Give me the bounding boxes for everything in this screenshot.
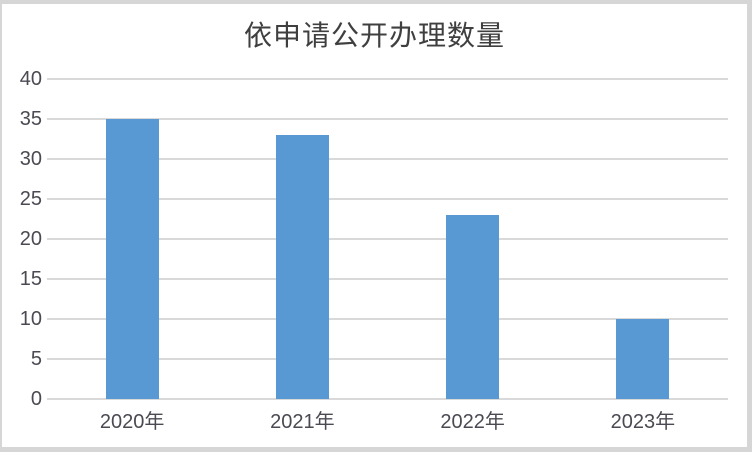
gridline [47, 278, 728, 280]
x-axis-tick-label: 2021年 [270, 411, 335, 433]
x-axis-line [47, 398, 728, 400]
gridline [47, 198, 728, 200]
bar-2021年 [275, 135, 329, 399]
gridline [47, 118, 728, 120]
y-axis-tick-label: 10 [19, 308, 42, 330]
gridline [47, 158, 728, 160]
gridline [47, 78, 728, 80]
plot-area: 0 5 10 15 20 25 30 35 40 2020年 2021年 2022年 2023年 [20, 69, 728, 433]
bar-2022年 [446, 215, 500, 399]
x-axis-tick-label: 2023年 [610, 411, 676, 433]
bar-2023年 [616, 319, 670, 399]
chart-title: 依申请公开办理数量 [243, 21, 505, 52]
gridline [47, 318, 728, 320]
y-axis-tick-label: 5 [30, 348, 42, 370]
y-axis-tick-label: 30 [19, 148, 42, 170]
y-axis-tick-label: 15 [19, 268, 42, 290]
y-axis-tick-label: 0 [30, 388, 42, 410]
bar-2020年 [105, 119, 159, 399]
y-axis-tick-label: 20 [19, 228, 42, 250]
y-axis-tick-label: 40 [19, 68, 42, 90]
gridline [47, 358, 728, 360]
y-axis-tick-label: 35 [19, 108, 42, 130]
y-axis-tick-label: 25 [19, 188, 42, 210]
gridline [47, 238, 728, 240]
x-axis-tick-label: 2022年 [440, 411, 505, 433]
x-axis-tick-label: 2020年 [99, 411, 165, 433]
